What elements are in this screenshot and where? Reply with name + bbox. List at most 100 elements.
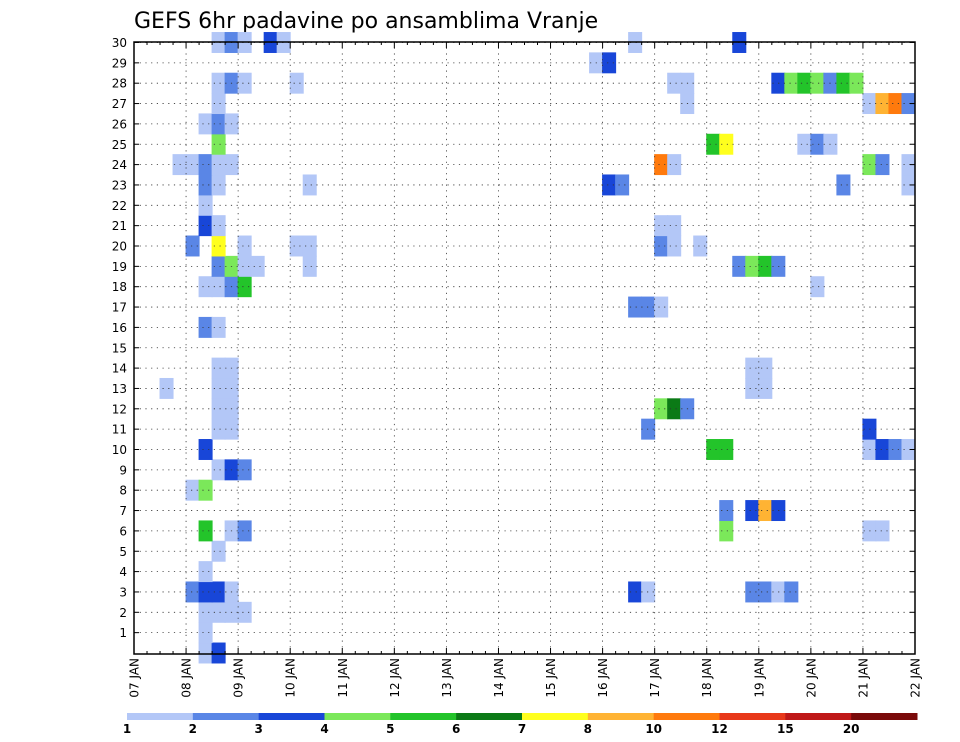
heatmap-cell [211,215,226,237]
heatmap-cell [784,72,799,94]
x-tick-label: 12 JAN [388,658,402,698]
heatmap-cell [237,459,252,481]
legend-swatch [785,713,852,720]
heatmap-cell [901,439,916,460]
heatmap-cell [302,235,317,257]
heatmap-cell [211,235,226,257]
y-tick-label: 16 [112,321,127,335]
heatmap-cell [302,255,317,277]
legend-label: 20 [843,722,860,736]
heatmap-cell [198,154,213,176]
x-tick-label: 22 JAN [909,658,923,698]
y-tick-label: 12 [112,402,127,416]
heatmap-cell [810,72,825,94]
heatmap-cell [185,581,200,603]
legend-label: 4 [320,722,328,736]
heatmap-cell [198,642,213,664]
heatmap-cell [211,93,226,115]
heatmap-cell [706,133,721,155]
heatmap-cell [810,276,825,298]
heatmap-cell [836,72,851,94]
legend-swatch [324,713,391,720]
heatmap-cell [667,235,682,257]
y-tick-label: 29 [112,56,127,70]
heatmap-cell [875,93,890,115]
y-tick-label: 1 [119,626,127,640]
heatmap-cell [784,581,799,603]
y-tick-label: 22 [112,199,127,213]
x-tick-label: 17 JAN [648,658,662,698]
heatmap-cell [875,439,890,460]
heatmap-cell [615,174,630,196]
heatmap-cell [719,520,734,542]
y-tick-label: 11 [112,423,127,437]
heatmap-cell [211,133,226,155]
heatmap-cell [159,377,174,399]
heatmap-cell [667,154,682,176]
heatmap-cell [211,154,226,176]
legend-label: 2 [189,722,197,736]
heatmap-cell [875,154,890,176]
legend-label: 6 [452,722,460,736]
x-tick-label: 09 JAN [232,658,246,698]
heatmap-cell [198,561,213,583]
y-tick-label: 5 [119,545,127,559]
legend-label: 1 [123,722,131,736]
y-tick-label: 3 [119,585,127,599]
heatmap-cell [810,133,825,155]
heatmap-cell [237,601,252,623]
y-tick-label: 15 [112,341,127,355]
x-tick-label: 15 JAN [544,658,558,698]
y-tick-label: 26 [112,117,127,131]
legend-swatch [851,713,918,720]
heatmap-cell [198,194,213,216]
heatmap-cell [211,255,226,277]
y-tick-label: 30 [112,36,127,50]
legend-swatch [587,713,655,720]
y-tick-label: 7 [119,504,127,518]
heatmap-cell [185,479,200,501]
heatmap-cell [237,255,252,277]
heatmap-cell [289,72,304,94]
heatmap-cell [198,174,213,196]
heatmap-cell [797,133,812,155]
legend-swatch [653,713,720,720]
x-tick-label: 14 JAN [492,658,506,698]
x-tick-label: 07 JAN [128,658,142,698]
heatmap-cell [237,235,252,257]
x-tick-label: 21 JAN [856,658,870,698]
heatmap-cell [211,540,226,562]
heatmap-cell [693,235,708,257]
y-tick-label: 4 [119,565,127,579]
heatmap-cell [198,316,213,338]
heatmap-cell [667,215,682,237]
heatmap-cell [745,357,760,379]
heatmap-cell [198,622,213,644]
heatmap-cell [758,377,773,399]
heatmap-cell [667,398,682,420]
heatmap-cell [237,72,252,94]
heatmap-cell [654,154,669,176]
heatmap-cell [901,93,916,115]
y-tick-label: 24 [112,158,127,172]
heatmap-cell [719,439,734,460]
x-tick-label: 20 JAN [804,658,818,698]
x-tick-label: 19 JAN [752,658,766,698]
heatmap-cell [198,113,213,135]
heatmap-cell [654,235,669,257]
heatmap-cell [211,316,226,338]
heatmap-cell [198,520,213,542]
heatmap-cell [901,174,916,196]
heatmap-cell [745,500,760,522]
y-tick-label: 9 [119,463,127,477]
heatmap-cell [888,93,903,115]
heatmap-cell [211,398,226,420]
heatmap-cell [198,479,213,501]
x-tick-label: 10 JAN [284,658,298,698]
legend-swatch [522,713,589,720]
heatmap-cell [250,255,265,277]
legend-swatch [258,713,325,720]
x-axis-labels: 07 JAN 08 JAN 09 JAN 10 JAN 11 JAN 12 JAN 13 J… [128,658,923,698]
heatmap-cell [888,439,903,460]
